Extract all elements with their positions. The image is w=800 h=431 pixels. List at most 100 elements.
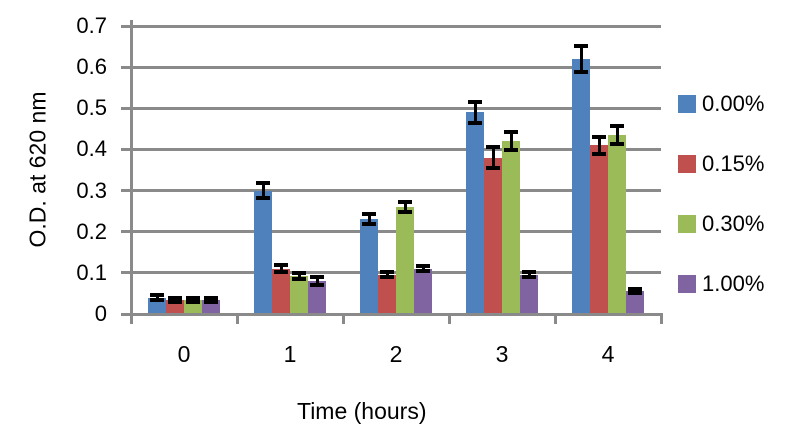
bar-0.30pct-t2 [396, 207, 414, 314]
error-bar-line [527, 272, 531, 278]
legend-label: 0.30% [702, 211, 765, 236]
error-bar-cap [362, 212, 376, 217]
error-bar-cap [574, 43, 588, 48]
error-bar-cap [628, 291, 642, 296]
y-tick [121, 271, 131, 275]
error-bar-cap [486, 145, 500, 150]
error-bar-cap [292, 270, 306, 275]
y-tick-label: 0.2 [76, 218, 107, 244]
error-bar-cap [468, 120, 482, 125]
error-bar-cap [504, 130, 518, 135]
error-bar-cap [504, 148, 518, 153]
y-tick-label: 0.1 [76, 259, 107, 285]
bar-0.15pct-t1 [272, 268, 290, 314]
legend-label: 0.15% [702, 151, 765, 176]
legend-label: 1.00% [702, 271, 765, 296]
error-bar-cap [522, 275, 536, 280]
legend-swatch-0.00pct [678, 95, 696, 113]
error-bar-cap [150, 297, 164, 302]
x-tick [553, 314, 557, 324]
error-bar-cap [522, 270, 536, 275]
bar-0.00pct-t4 [572, 58, 590, 314]
error-bar-cap [150, 293, 164, 298]
error-bar-cap [610, 142, 624, 147]
gridline [131, 24, 661, 28]
error-bar-line [421, 266, 425, 272]
x-tick-label: 1 [283, 341, 297, 367]
y-axis-line [129, 20, 133, 324]
y-tick [121, 312, 131, 316]
error-bar-line [173, 297, 177, 302]
y-tick-label: 0 [94, 301, 107, 326]
error-bar-cap [256, 181, 270, 186]
error-bar-line [261, 183, 265, 198]
gridline [131, 147, 661, 151]
error-bar-line [279, 265, 283, 273]
error-bar-line [155, 295, 159, 300]
error-bar-line [367, 214, 371, 225]
x-tick [341, 314, 345, 324]
bar-0.00pct-t1 [254, 190, 272, 314]
error-bar-cap [380, 275, 394, 280]
error-bar-line [579, 45, 583, 73]
error-bar-line [615, 125, 619, 145]
error-bar-cap [256, 195, 270, 200]
error-bar-line [385, 272, 389, 278]
error-bar-cap [416, 269, 430, 274]
error-bar-cap [310, 274, 324, 279]
x-tick-label: 0 [177, 341, 191, 367]
error-bar-line [597, 137, 601, 154]
error-bar-cap [274, 270, 288, 275]
bar-0.00pct-t0 [148, 297, 166, 314]
legend-swatch-0.30pct [678, 215, 696, 233]
error-bar-cap [610, 123, 624, 128]
legend-swatch-1.00pct [678, 275, 696, 293]
bar-0.15pct-t3 [484, 157, 502, 314]
error-bar-cap [168, 299, 182, 304]
bar-0.00pct-t2 [360, 219, 378, 314]
x-tick [447, 314, 451, 324]
error-bar-line [509, 132, 513, 151]
error-bar-cap [398, 210, 412, 215]
bar-0.30pct-t4 [608, 135, 626, 314]
legend-swatch-0.15pct [678, 155, 696, 173]
error-bar-line [403, 201, 407, 213]
error-bar-cap [186, 299, 200, 304]
x-tick-label: 3 [495, 341, 509, 367]
x-tick [235, 314, 239, 324]
gridline [131, 65, 661, 69]
error-bar-cap [186, 295, 200, 300]
x-tick-label: 4 [601, 341, 615, 367]
error-bar-cap [274, 263, 288, 268]
error-bar-cap [628, 287, 642, 292]
error-bar-line [297, 272, 301, 280]
error-bar-cap [486, 165, 500, 170]
error-bar-cap [574, 70, 588, 75]
y-tick [121, 106, 131, 110]
bar-0.15pct-t4 [590, 145, 608, 314]
error-bar-cap [168, 295, 182, 300]
error-bar-cap [292, 277, 306, 282]
gridline [131, 189, 661, 193]
y-tick-label: 0.7 [76, 13, 107, 38]
y-tick [121, 147, 131, 151]
legend-label: 0.00% [702, 91, 765, 116]
error-bar-cap [310, 282, 324, 287]
error-bar-line [491, 147, 495, 168]
bar-1.00pct-t2 [414, 268, 432, 314]
error-bar-cap [592, 151, 606, 156]
y-tick [121, 24, 131, 28]
y-tick-label: 0.3 [76, 177, 107, 203]
error-bar-cap [362, 222, 376, 227]
y-tick-label: 0.5 [76, 95, 107, 121]
error-bar-cap [380, 270, 394, 275]
bar-1.00pct-t3 [520, 274, 538, 314]
y-tick [121, 230, 131, 234]
error-bar-line [633, 289, 637, 294]
error-bar-line [473, 102, 477, 123]
x-axis-title: Time (hours) [297, 398, 427, 424]
bar-1.00pct-t1 [308, 280, 326, 314]
error-bar-cap [398, 199, 412, 204]
error-bar-cap [416, 264, 430, 269]
